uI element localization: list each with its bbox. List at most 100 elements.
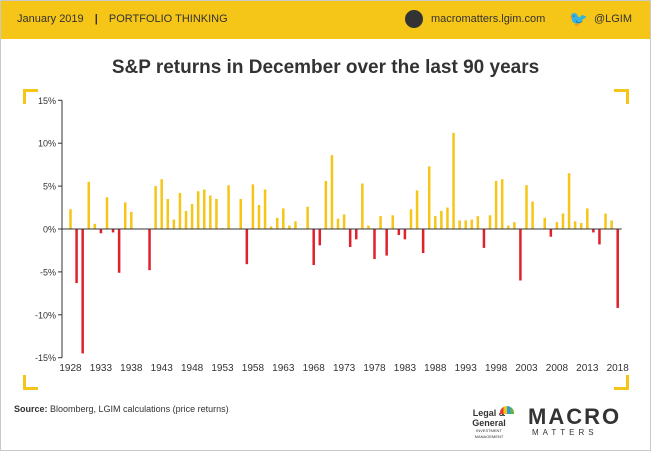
x-tick-label: 1953 [211,363,234,374]
bar-1974 [348,229,352,248]
y-tick-label: 5% [43,182,56,192]
bar-1967 [306,206,309,229]
bar-1991 [452,132,455,229]
twitter-bird-icon: 🐦 [569,11,588,28]
header-bar: January 2019 | PORTFOLIO THINKING macrom… [1,1,650,39]
bar-1928 [69,209,72,229]
bar-2004 [531,201,534,229]
bar-1929 [75,229,78,284]
bar-1942 [154,186,157,229]
bar-1992 [458,220,461,229]
x-tick-label: 1993 [455,363,478,374]
chart-title: S&P returns in December over the last 90… [111,57,540,78]
bar-1938 [130,211,133,229]
bar-1971 [330,155,334,229]
bar-1998 [494,180,498,229]
bar-2012 [579,222,583,229]
bar-1980 [385,229,388,256]
x-tick-label: 1988 [424,363,447,374]
header-twitter[interactable]: @LGIM [593,13,632,25]
source-label: Source: [14,404,48,414]
y-tick-label: 10% [38,139,56,149]
bar-1996 [482,229,486,248]
macro-matters-big: MACRO [528,404,622,429]
bar-1952 [215,198,218,229]
bar-1932 [93,223,97,229]
bar-1963 [282,208,285,229]
bar-2014 [592,229,595,233]
bar-1930 [81,229,84,354]
x-tick-label: 1933 [90,363,113,374]
bar-1997 [488,215,492,229]
x-tick-label: 1968 [303,363,326,374]
bar-1956 [239,198,242,229]
y-tick-label: 0% [43,225,56,235]
corner-bracket-top-left [23,89,38,104]
macro-badge-icon [404,10,423,28]
bar-1937 [123,202,127,229]
y-tick-label: -15% [35,353,56,363]
header-website[interactable]: macromatters.lgim.com [430,13,546,25]
bar-1987 [427,166,431,229]
source-text: Bloomberg, LGIM calculations (price retu… [50,404,229,414]
macro-matters-small: MATTERS [532,428,598,437]
bar-2011 [573,221,577,229]
bar-1960 [263,189,267,229]
bar-1975 [355,229,358,240]
bar-1977 [367,225,370,229]
bar-1949 [196,191,200,229]
lg-logo-line1: Legal & [472,408,506,418]
bar-2016 [604,213,607,229]
bar-1981 [391,215,394,229]
bar-2002 [519,229,522,281]
x-tick-label: 1938 [120,363,143,374]
bar-1941 [148,229,151,271]
corner-bracket-top-right [614,89,629,104]
bar-1968 [312,229,315,266]
bar-2017 [610,220,613,229]
bar-1962 [275,217,279,229]
umbrella-icon [500,406,514,414]
x-tick-label: 1943 [151,363,174,374]
bar-1983 [403,229,407,240]
bar-2003 [525,185,528,229]
bar-1979 [379,216,382,229]
bar-1970 [324,180,328,229]
header-left: January 2019 | PORTFOLIO THINKING [17,13,228,25]
bar-2018 [616,229,619,308]
bar-1965 [294,221,297,229]
source-note: Source: Bloomberg, LGIM calculations (pr… [14,404,229,414]
header-date: January 2019 [17,13,84,25]
bar-2010 [567,173,571,229]
bar-1976 [361,183,364,229]
bar-1950 [203,189,206,229]
bar-1989 [440,210,443,229]
x-tick-label: 1928 [59,363,82,374]
bar-1973 [342,214,346,229]
bar-1972 [336,218,340,229]
header-section: PORTFOLIO THINKING [108,13,228,25]
bar-1959 [257,204,261,229]
bar-1943 [160,179,163,229]
x-tick-label: 1998 [485,363,508,374]
bar-1982 [397,229,401,236]
x-tick-label: 1983 [394,363,417,374]
bar-2001 [513,222,516,229]
bar-1964 [288,225,291,229]
lg-logo-line2: General [472,418,506,428]
x-tick-label: 1958 [242,363,265,374]
x-tick-label: 1963 [272,363,295,374]
bar-1935 [111,229,115,233]
y-tick-label: -5% [40,267,56,277]
bar-1931 [87,181,90,229]
bar-2013 [586,208,589,229]
bar-2015 [598,229,601,245]
x-tick-label: 2008 [546,363,569,374]
bar-1946 [178,192,182,229]
y-tick-label: -10% [35,310,56,320]
legal-general-logo: Legal & General INVESTMENT MANAGEMENT [462,406,516,444]
bar-2007 [549,229,553,237]
x-tick-label: 1948 [181,363,204,374]
bar-1999 [500,179,504,229]
